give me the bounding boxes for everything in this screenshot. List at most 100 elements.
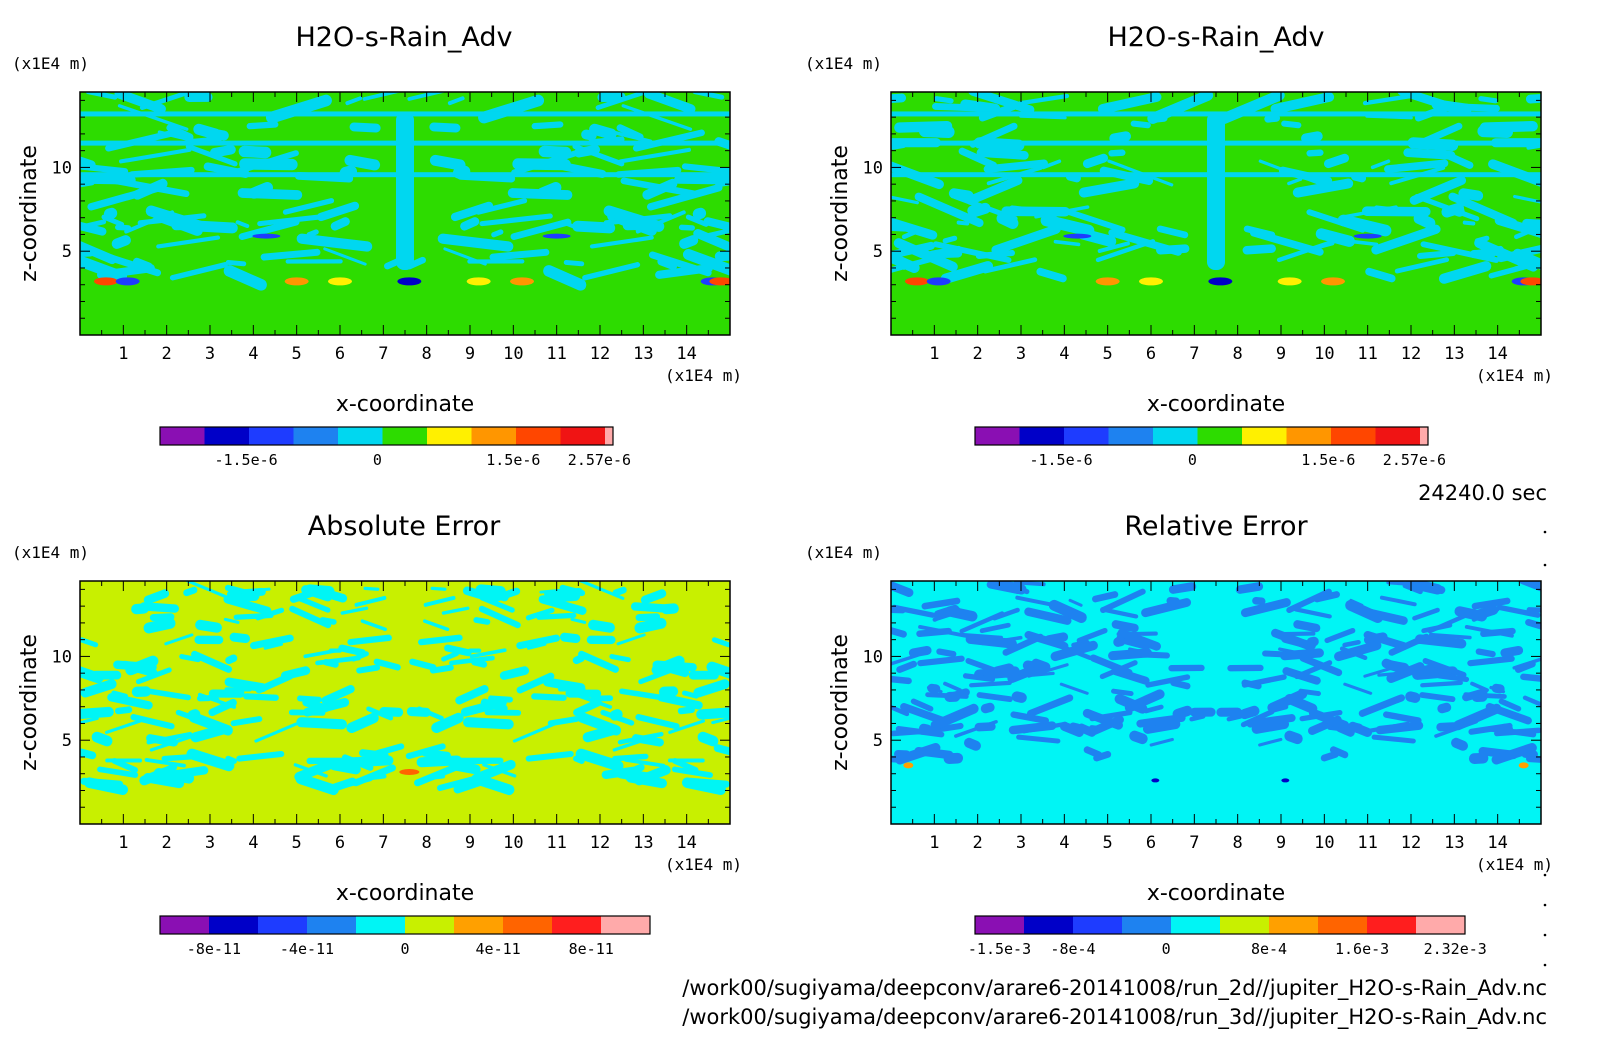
file-path-2d: /work00/sugiyama/deepconv/arare6-2014100…	[682, 976, 1547, 1001]
y-tick-label: 5	[62, 242, 72, 262]
colorbar-tick-label: 8e-4	[1251, 940, 1287, 958]
x-tick-label: 7	[1189, 833, 1199, 853]
hotspot	[1281, 778, 1290, 783]
colorbar-cell	[1367, 916, 1416, 934]
y-axis-unit: (x1E4 m)	[12, 543, 89, 562]
colorbar-cell	[1331, 427, 1376, 445]
x-tick-label: 6	[1146, 344, 1156, 364]
colorbar-tick-label: -1.5e-6	[214, 451, 277, 469]
colorbar-cell	[471, 427, 516, 445]
colorbar-tick-label: 4e-11	[476, 940, 521, 958]
time-label: 24240.0 sec	[1418, 481, 1547, 505]
colorbar-tick-label: -8e-4	[1050, 940, 1095, 958]
heatmap-field	[80, 92, 730, 335]
x-tick-label: 5	[1103, 833, 1113, 853]
colorbar-cell	[601, 916, 650, 934]
chart-title: H2O-s-Rain_Adv	[296, 22, 513, 53]
colorbar-tick-label: 0	[1162, 940, 1171, 958]
x-tick-label: 4	[248, 833, 258, 853]
x-tick-label: 13	[1444, 833, 1464, 853]
colorbar-cell	[975, 916, 1024, 934]
x-tick-label: 14	[1487, 833, 1507, 853]
colorbar-frame	[159, 915, 651, 935]
colorbar-cell	[249, 427, 294, 445]
x-tick-label: 1	[118, 833, 128, 853]
colorbar-cell	[1318, 916, 1367, 934]
colorbar-cell	[1242, 427, 1287, 445]
y-axis-unit: (x1E4 m)	[12, 54, 89, 73]
y-axis-label: z-coordinate	[828, 634, 853, 771]
x-tick-label: 1	[929, 833, 939, 853]
x-tick-label: 11	[1357, 344, 1377, 364]
x-tick-label: 4	[1059, 833, 1069, 853]
x-tick-label: 11	[546, 833, 566, 853]
x-tick-label: 14	[676, 833, 696, 853]
hotspot	[399, 769, 420, 776]
colorbar: -8e-11 -4e-11 0 4e-11 8e-11	[159, 915, 651, 958]
x-tick-label: 2	[973, 344, 983, 364]
colorbar-tick-label: 1.6e-3	[1335, 940, 1389, 958]
colorbar-cell	[1375, 427, 1420, 445]
y-axis-unit: (x1E4 m)	[805, 54, 882, 73]
colorbar-cell	[427, 427, 472, 445]
chart-title: H2O-s-Rain_Adv	[1108, 22, 1325, 53]
colorbar: -1.5e-6 0 1.5e-6 2.57e-6	[974, 426, 1446, 469]
colorbar-tick-label: -4e-11	[280, 940, 334, 958]
y-axis-label: z-coordinate	[828, 145, 853, 282]
colorbar-cell	[258, 916, 307, 934]
y-tick-label: 10	[52, 647, 72, 667]
colorbar-cell	[975, 427, 1020, 445]
colorbar-cell	[356, 916, 405, 934]
x-tick-label: 12	[1401, 344, 1421, 364]
chart-title: Relative Error	[1124, 511, 1308, 542]
x-ticks	[891, 92, 1541, 335]
colorbar-cell	[1420, 427, 1428, 445]
hotspot	[1520, 277, 1541, 286]
x-tick-label: 7	[378, 833, 388, 853]
colorbar-cell	[1220, 916, 1269, 934]
x-axis-label: x-coordinate	[336, 392, 474, 417]
x-ticks	[891, 581, 1541, 824]
x-tick-label: 6	[335, 833, 345, 853]
x-axis-label: x-coordinate	[1147, 392, 1285, 417]
x-ticks	[80, 92, 730, 335]
heatmap-field	[80, 581, 730, 824]
colorbar-frame	[974, 426, 1429, 446]
hotspot	[510, 277, 534, 286]
x-tick-label: 13	[633, 833, 653, 853]
x-tick-label: 4	[248, 344, 258, 364]
hotspot	[397, 277, 422, 286]
colorbar-tick-label: 8e-11	[569, 940, 614, 958]
hotspot	[328, 277, 352, 286]
colorbar-cell	[552, 916, 601, 934]
y-tick-label: 10	[863, 158, 883, 178]
hotspot	[903, 762, 914, 769]
y-tick-label: 10	[863, 647, 883, 667]
hotspot	[1353, 233, 1382, 239]
colorbar-cell	[160, 427, 205, 445]
colorbar-tick-label: -1.5e-3	[968, 940, 1031, 958]
hotspot	[94, 277, 118, 286]
colorbar-tick-label: 1.5e-6	[1301, 451, 1355, 469]
x-tick-label: 13	[633, 344, 653, 364]
hotspot	[1277, 277, 1302, 286]
colorbar-cell	[516, 427, 561, 445]
heatmap-contours	[80, 92, 730, 291]
colorbar-cell	[1024, 916, 1073, 934]
x-tick-label: 8	[1233, 344, 1243, 364]
chart-panel-4: Relative Error(x1E4 m)1 2 3 4 5 6 7 8 9 10 11 12 13 1…	[805, 511, 1553, 958]
hotspot	[1518, 762, 1529, 769]
colorbar-frame	[974, 915, 1466, 935]
x-tick-label: 4	[1059, 344, 1069, 364]
colorbar-tick-label: 0	[1188, 451, 1197, 469]
x-tick-label: 11	[546, 344, 566, 364]
colorbar-cell	[1197, 427, 1242, 445]
x-tick-label: 9	[465, 833, 475, 853]
x-axis-label: x-coordinate	[1147, 881, 1285, 906]
hotspot	[466, 277, 491, 286]
colorbar-cell	[338, 427, 383, 445]
x-tick-label: 3	[205, 833, 215, 853]
hotspot	[1208, 277, 1233, 286]
y-tick-label: 5	[62, 731, 72, 751]
